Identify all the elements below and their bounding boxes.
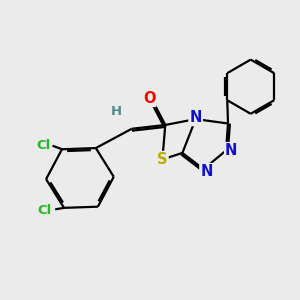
Text: O: O (143, 91, 155, 106)
Text: H: H (111, 105, 122, 118)
Text: S: S (157, 152, 168, 167)
Text: Cl: Cl (37, 204, 51, 217)
Text: N: N (200, 164, 213, 179)
Text: N: N (225, 143, 238, 158)
Text: Cl: Cl (36, 139, 50, 152)
Text: N: N (190, 110, 202, 125)
